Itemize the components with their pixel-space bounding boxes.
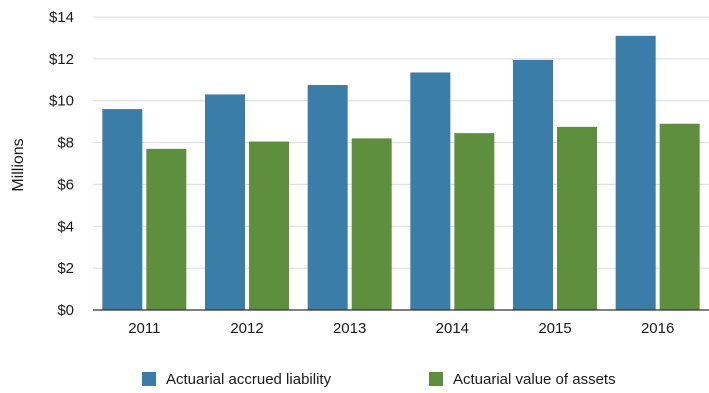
legend: Actuarial accrued liability Actuarial va… xyxy=(142,371,616,388)
bar-assets-2013 xyxy=(351,138,392,310)
legend-label-assets: Actuarial value of assets xyxy=(453,371,616,388)
y-tick-label: $6 xyxy=(57,176,74,193)
y-tick-label: $10 xyxy=(49,93,74,110)
bar-liability-2015 xyxy=(513,59,553,311)
bar-assets-2015 xyxy=(557,126,597,310)
y-tick-labels: $0 $2 $4 $6 $8 $10 $12 $14 xyxy=(49,9,74,319)
x-tick-label: 2011 xyxy=(128,320,160,337)
bar-liability-2012 xyxy=(205,94,245,310)
bar-liability-2011 xyxy=(102,109,143,310)
x-tick-label: 2012 xyxy=(230,320,263,337)
bar-assets-2016 xyxy=(659,123,700,310)
x-tick-labels: 2011 2012 2013 2014 2015 2016 xyxy=(128,320,674,337)
x-tick-label: 2013 xyxy=(333,320,366,337)
x-tick-label: 2014 xyxy=(436,320,469,337)
bar-assets-2012 xyxy=(249,141,289,310)
y-tick-label: $12 xyxy=(49,51,74,68)
gridlines xyxy=(93,16,709,269)
legend-swatch-liability xyxy=(142,372,156,386)
bar-liability-2014 xyxy=(410,72,451,310)
bar-liability-2013 xyxy=(307,85,348,311)
x-tick-label: 2015 xyxy=(538,320,571,337)
bar-assets-2011 xyxy=(146,148,187,310)
y-tick-label: $4 xyxy=(57,218,74,235)
legend-swatch-assets xyxy=(429,372,443,386)
bar-assets-2014 xyxy=(454,133,495,310)
legend-label-liability: Actuarial accrued liability xyxy=(166,371,332,388)
y-tick-label: $0 xyxy=(57,302,74,319)
y-tick-label: $8 xyxy=(57,135,74,152)
bars xyxy=(102,35,700,311)
bar-liability-2016 xyxy=(615,35,656,310)
x-tick-label: 2016 xyxy=(641,320,674,337)
y-tick-label: $14 xyxy=(49,9,74,26)
y-tick-label: $2 xyxy=(57,260,74,277)
y-axis-title: Millions xyxy=(10,138,27,191)
